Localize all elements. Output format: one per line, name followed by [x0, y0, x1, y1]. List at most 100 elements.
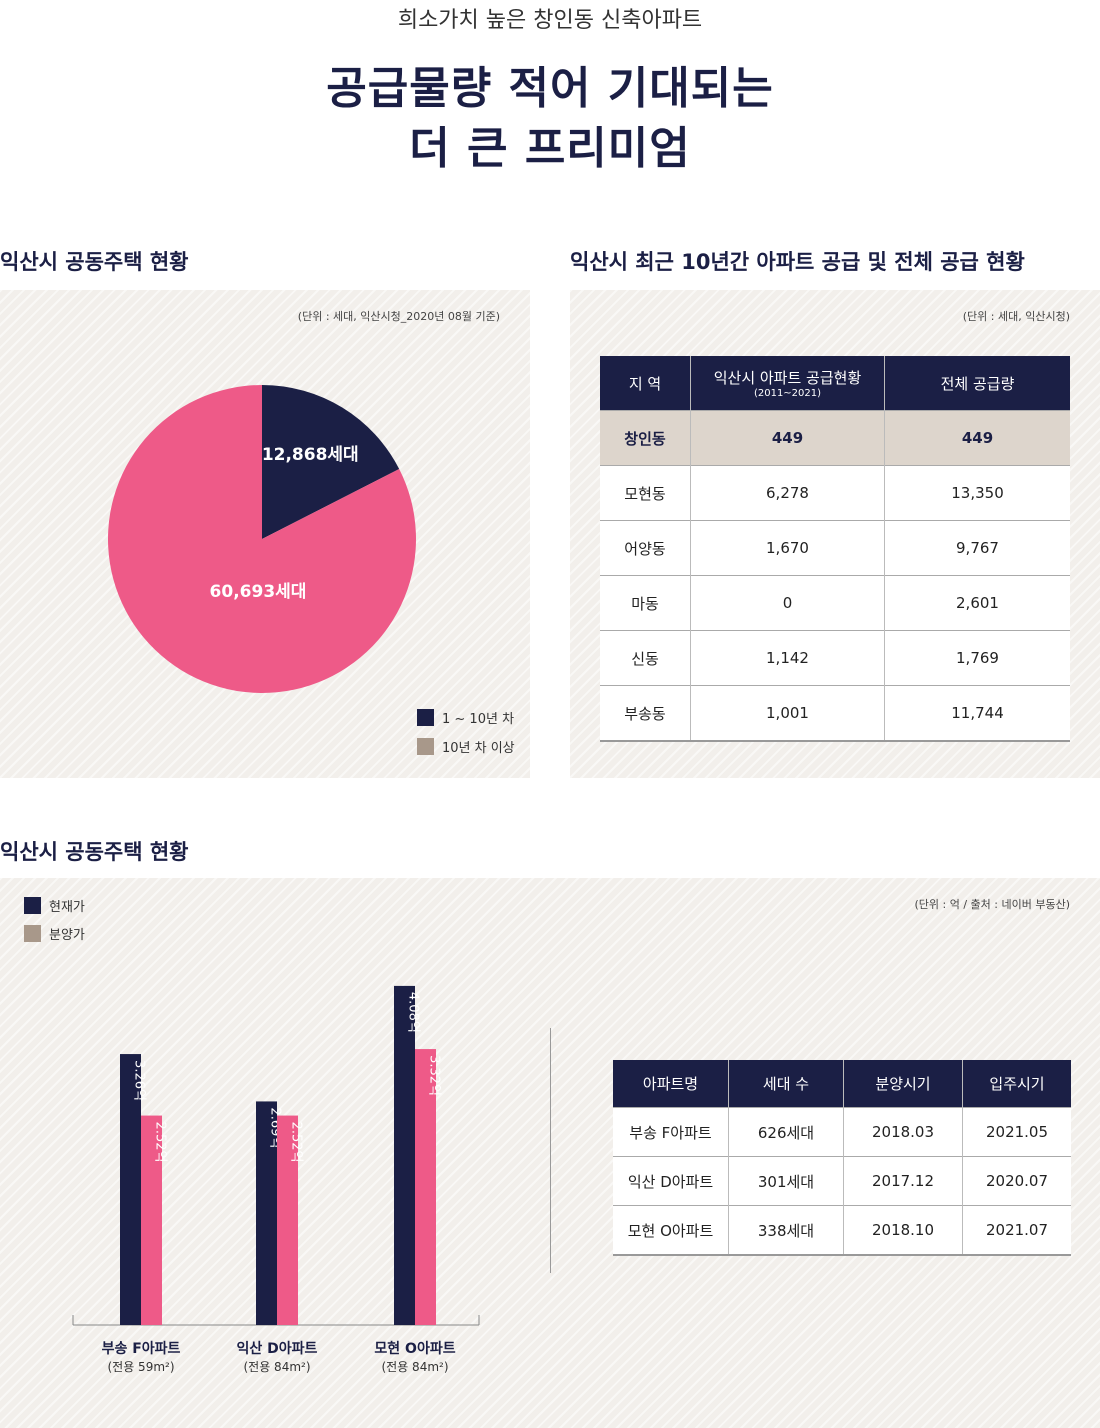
legend-swatch	[24, 925, 41, 942]
bar-section-title: 익산시 공동주택 현황	[0, 840, 189, 864]
total-supply-cell: 13,350	[884, 465, 1070, 521]
apt-supply-cell: 6,278	[690, 465, 885, 521]
x-tick-label: 익산 D아파트	[237, 1340, 318, 1357]
table-row: 모현동 6,278 13,350	[600, 465, 1070, 521]
apt-supply-cell: 0	[690, 575, 885, 631]
table-row: 마동 0 2,601	[600, 575, 1070, 631]
apt-name-cell: 부송 F아파트	[613, 1107, 729, 1157]
bar	[394, 985, 415, 1325]
bar-legend: 현재가 분양가	[24, 896, 85, 943]
bar-value-label: 4.08억	[406, 992, 421, 1033]
x-tick-sublabel: (전용 59m²)	[107, 1360, 174, 1374]
col-header-apt-supply-label: 익산시 아파트 공급현황	[713, 369, 862, 387]
movein-date-cell: 2021.05	[962, 1107, 1071, 1157]
col-header-region: 지 역	[600, 356, 691, 411]
table-row: 부송 F아파트 626세대 2018.03 2021.05	[613, 1107, 1071, 1157]
total-supply-cell: 11,744	[884, 685, 1070, 742]
sale-date-cell: 2017.12	[843, 1156, 963, 1206]
x-tick-label: 부송 F아파트	[102, 1340, 181, 1357]
pie-section-title: 익산시 공동주택 현황	[0, 250, 189, 274]
region-cell: 마동	[600, 575, 691, 631]
col-header-apt-supply-period: (2011~2021)	[753, 388, 822, 399]
apt-supply-cell: 1,670	[690, 520, 885, 576]
total-supply-cell: 9,767	[884, 520, 1070, 576]
pie-slice	[262, 385, 400, 539]
apartment-table: 아파트명 세대 수 분양시기 입주시기 부송 F아파트 626세대 2018.03 2…	[613, 1060, 1071, 1256]
movein-date-cell: 2021.07	[962, 1205, 1071, 1256]
pie-legend-item: 10년 차 이상	[417, 737, 515, 756]
legend-label: 10년 차 이상	[442, 741, 515, 756]
pie-unit-note: (단위 : 세대, 익산시청_2020년 08월 기준)	[297, 310, 500, 323]
movein-date-cell: 2020.07	[962, 1156, 1071, 1206]
total-supply-cell: 449	[884, 410, 1070, 466]
table-unit-note: (단위 : 세대, 익산시청)	[962, 310, 1070, 323]
pie-panel: (단위 : 세대, 익산시청_2020년 08월 기준) 12,868세대 60,…	[0, 290, 530, 778]
region-cell: 창인동	[600, 410, 691, 466]
col-header-sale-date: 분양시기	[843, 1060, 963, 1108]
bar-legend-item: 현재가	[24, 896, 85, 915]
pie-slice	[108, 385, 416, 693]
table-row: 익산 D아파트 301세대 2017.12 2020.07	[613, 1156, 1071, 1206]
pie-legend-item: 1 ~ 10년 차	[417, 708, 515, 727]
table-section-title: 익산시 최근 10년간 아파트 공급 및 전체 공급 현황	[570, 250, 1025, 274]
table-header-row: 아파트명 세대 수 분양시기 입주시기	[613, 1060, 1071, 1108]
x-tick-sublabel: (전용 84m²)	[381, 1360, 448, 1374]
page-subtitle: 희소가치 높은 창인동 신축아파트	[397, 8, 703, 33]
bar-panel: (단위 : 억 / 출처 : 네이버 부동산) 현재가 분양가 3.26억 2.5…	[0, 878, 1100, 1428]
supply-table: 지 역 익산시 아파트 공급현황 (2011~2021) 전체 공급량 창인동 44…	[600, 356, 1070, 742]
bar	[120, 1054, 141, 1325]
bar	[141, 1115, 162, 1325]
apt-name-cell: 모현 O아파트	[613, 1205, 729, 1256]
total-supply-cell: 2,601	[884, 575, 1070, 631]
region-cell: 부송동	[600, 685, 691, 742]
households-cell: 338세대	[728, 1205, 844, 1256]
pie-slice-label: 60,693세대	[210, 582, 307, 602]
table-row: 어양동 1,670 9,767	[600, 520, 1070, 576]
table-row: 신동 1,142 1,769	[600, 630, 1070, 686]
region-cell: 어양동	[600, 520, 691, 576]
legend-swatch	[417, 709, 434, 726]
headline-line-1: 공급물량 적어 기대되는	[326, 63, 774, 114]
headline-line-2: 더 큰 프리미엄	[409, 123, 691, 174]
col-header-total-supply: 전체 공급량	[884, 356, 1070, 411]
bar-value-label: 2.52억	[289, 1122, 304, 1163]
sale-date-cell: 2018.03	[843, 1107, 963, 1157]
x-tick-label: 모현 O아파트	[374, 1340, 455, 1357]
apt-name-cell: 익산 D아파트	[613, 1156, 729, 1206]
apt-supply-cell: 449	[690, 410, 885, 466]
table-header-row: 지 역 익산시 아파트 공급현황 (2011~2021) 전체 공급량	[600, 356, 1070, 411]
legend-swatch	[417, 738, 434, 755]
x-tick-sublabel: (전용 84m²)	[243, 1360, 310, 1374]
households-cell: 301세대	[728, 1156, 844, 1206]
apt-supply-cell: 1,142	[690, 630, 885, 686]
legend-label: 1 ~ 10년 차	[442, 712, 515, 727]
bar	[277, 1115, 298, 1325]
col-header-movein-date: 입주시기	[962, 1060, 1071, 1108]
divider	[550, 1028, 551, 1273]
region-cell: 신동	[600, 630, 691, 686]
col-header-households: 세대 수	[728, 1060, 844, 1108]
legend-label: 분양가	[49, 928, 85, 943]
bar	[415, 1049, 436, 1325]
bar-value-label: 2.52억	[153, 1122, 168, 1163]
bar-value-label: 3.32억	[427, 1055, 442, 1096]
table-row: 창인동 449 449	[600, 410, 1070, 466]
table-row: 모현 O아파트 338세대 2018.10 2021.07	[613, 1205, 1071, 1256]
col-header-apt-supply: 익산시 아파트 공급현황 (2011~2021)	[690, 356, 885, 411]
legend-label: 현재가	[49, 900, 85, 915]
bar-unit-note: (단위 : 억 / 출처 : 네이버 부동산)	[914, 898, 1071, 911]
pie-chart: 12,868세대 60,693세대	[108, 385, 416, 693]
supply-table-panel: (단위 : 세대, 익산시청) 지 역 익산시 아파트 공급현황 (2011~20…	[570, 290, 1100, 778]
col-header-apt-name: 아파트명	[613, 1060, 729, 1108]
total-supply-cell: 1,769	[884, 630, 1070, 686]
households-cell: 626세대	[728, 1107, 844, 1157]
table-row: 부송동 1,001 11,744	[600, 685, 1070, 742]
bar-value-label: 3.26억	[132, 1060, 147, 1101]
pie-legend: 1 ~ 10년 차 10년 차 이상	[417, 708, 515, 756]
bar-legend-item: 분양가	[24, 924, 85, 943]
sale-date-cell: 2018.10	[843, 1205, 963, 1256]
region-cell: 모현동	[600, 465, 691, 521]
pie-slice-label: 12,868세대	[262, 445, 359, 465]
legend-swatch	[24, 897, 41, 914]
